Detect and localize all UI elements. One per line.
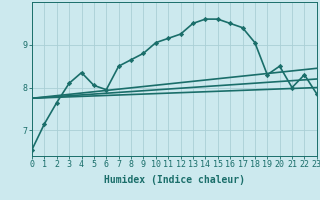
X-axis label: Humidex (Indice chaleur): Humidex (Indice chaleur): [104, 175, 245, 185]
